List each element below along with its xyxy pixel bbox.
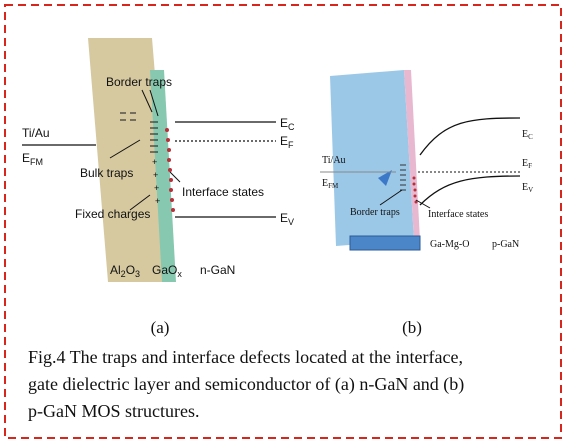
text-part: E bbox=[280, 116, 288, 130]
text-part: FM bbox=[328, 182, 339, 190]
label: EF bbox=[522, 158, 532, 170]
label: Ti/Au bbox=[322, 155, 346, 166]
label: Ga-Mg-O bbox=[430, 239, 469, 250]
svg-text:+: + bbox=[153, 170, 158, 180]
text-part: F bbox=[288, 140, 294, 150]
label: EF bbox=[280, 134, 294, 150]
label: Border traps bbox=[350, 207, 400, 218]
text-part: GaO bbox=[152, 263, 177, 277]
text-part: 3 bbox=[135, 269, 140, 279]
label: EC bbox=[522, 129, 533, 141]
label: EC bbox=[280, 116, 295, 132]
panel-b: EC Ti/Au EF EFM EV Border traps Interfac… bbox=[320, 70, 533, 337]
svg-text:+: + bbox=[154, 183, 159, 193]
figure: ++++ Border traps Ti/Au EFM Bulk traps E… bbox=[0, 0, 568, 445]
text-part: F bbox=[528, 162, 532, 170]
label: Fixed charges bbox=[75, 207, 150, 221]
text-part: E bbox=[280, 211, 288, 225]
label: Ti/Au bbox=[22, 126, 50, 140]
text-part: C bbox=[288, 122, 295, 132]
ev-curve bbox=[420, 176, 520, 205]
text-part: Al bbox=[110, 263, 121, 277]
label: EFM bbox=[22, 151, 43, 167]
label: EV bbox=[280, 211, 294, 227]
text-part: E bbox=[280, 134, 288, 148]
label: p-GaN bbox=[492, 239, 519, 250]
panel-a: ++++ Border traps Ti/Au EFM Bulk traps E… bbox=[22, 38, 295, 337]
text-part: V bbox=[288, 217, 294, 227]
label: n-GaN bbox=[200, 263, 235, 277]
label: GaOx bbox=[152, 263, 182, 279]
text-part: FM bbox=[30, 157, 43, 167]
caption-line: p-GaN MOS structures. bbox=[28, 401, 199, 421]
text-part: V bbox=[528, 186, 533, 194]
text-part: O bbox=[126, 263, 135, 277]
label: Bulk traps bbox=[80, 166, 133, 180]
text-part: C bbox=[528, 133, 533, 141]
svg-text:+: + bbox=[155, 196, 160, 206]
caption-line: Fig.4 The traps and interface defects lo… bbox=[28, 347, 463, 367]
label: Border traps bbox=[106, 75, 172, 89]
label: Interface states bbox=[182, 185, 264, 199]
svg-text:+: + bbox=[152, 157, 157, 167]
ec-curve bbox=[420, 118, 520, 155]
panel-label: (b) bbox=[402, 318, 422, 337]
caption-line: gate dielectric layer and semiconductor … bbox=[28, 374, 464, 395]
panel-label: (a) bbox=[151, 318, 170, 337]
label: Interface states bbox=[428, 209, 488, 220]
gamgo-box bbox=[350, 236, 420, 250]
text-part: E bbox=[22, 151, 30, 165]
text-part: x bbox=[177, 269, 182, 279]
label: EV bbox=[522, 182, 533, 194]
